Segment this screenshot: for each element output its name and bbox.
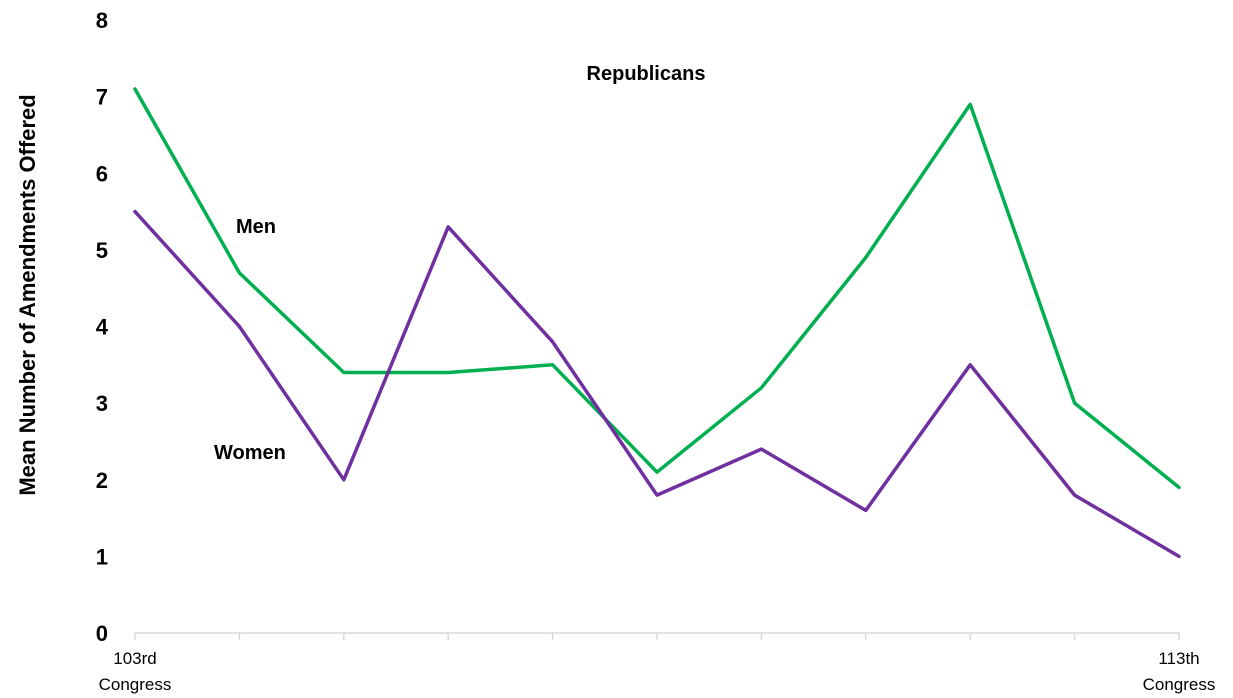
y-tick-label: 8 — [96, 8, 108, 33]
x-tick-label: 103rd Congress — [99, 649, 172, 694]
y-tick-label: 0 — [96, 621, 108, 646]
y-tick-label: 5 — [96, 238, 108, 263]
x-tick-label-line: Congress — [1143, 675, 1216, 694]
x-tick-label-line: 113th — [1158, 649, 1199, 668]
text-layer: Republicans Mean Number of Amendments Of… — [15, 63, 705, 496]
chart-title: Republicans — [587, 63, 706, 85]
x-tick-label-line: 103rd — [113, 649, 156, 668]
series-line-men — [133, 87, 1181, 490]
x-tick-label: 113th Congress — [1143, 649, 1216, 694]
series-label-men: Men — [236, 216, 276, 238]
y-tick-label: 7 — [96, 85, 108, 110]
y-tick-label: 4 — [96, 315, 109, 340]
axes-layer: 0 1 2 3 4 5 6 7 8 103rd Congress 113th Congress — [96, 8, 1216, 694]
series-label-women: Women — [214, 442, 286, 464]
y-axis-label: Mean Number of Amendments Offered — [15, 94, 40, 495]
series-layer — [133, 87, 1181, 559]
y-tick-label: 3 — [96, 391, 108, 416]
series-line-women — [133, 209, 1181, 559]
y-tick-label: 1 — [96, 544, 108, 569]
x-tick-label-line: Congress — [99, 675, 172, 694]
y-tick-label: 2 — [96, 468, 108, 493]
y-tick-label: 6 — [96, 161, 108, 186]
